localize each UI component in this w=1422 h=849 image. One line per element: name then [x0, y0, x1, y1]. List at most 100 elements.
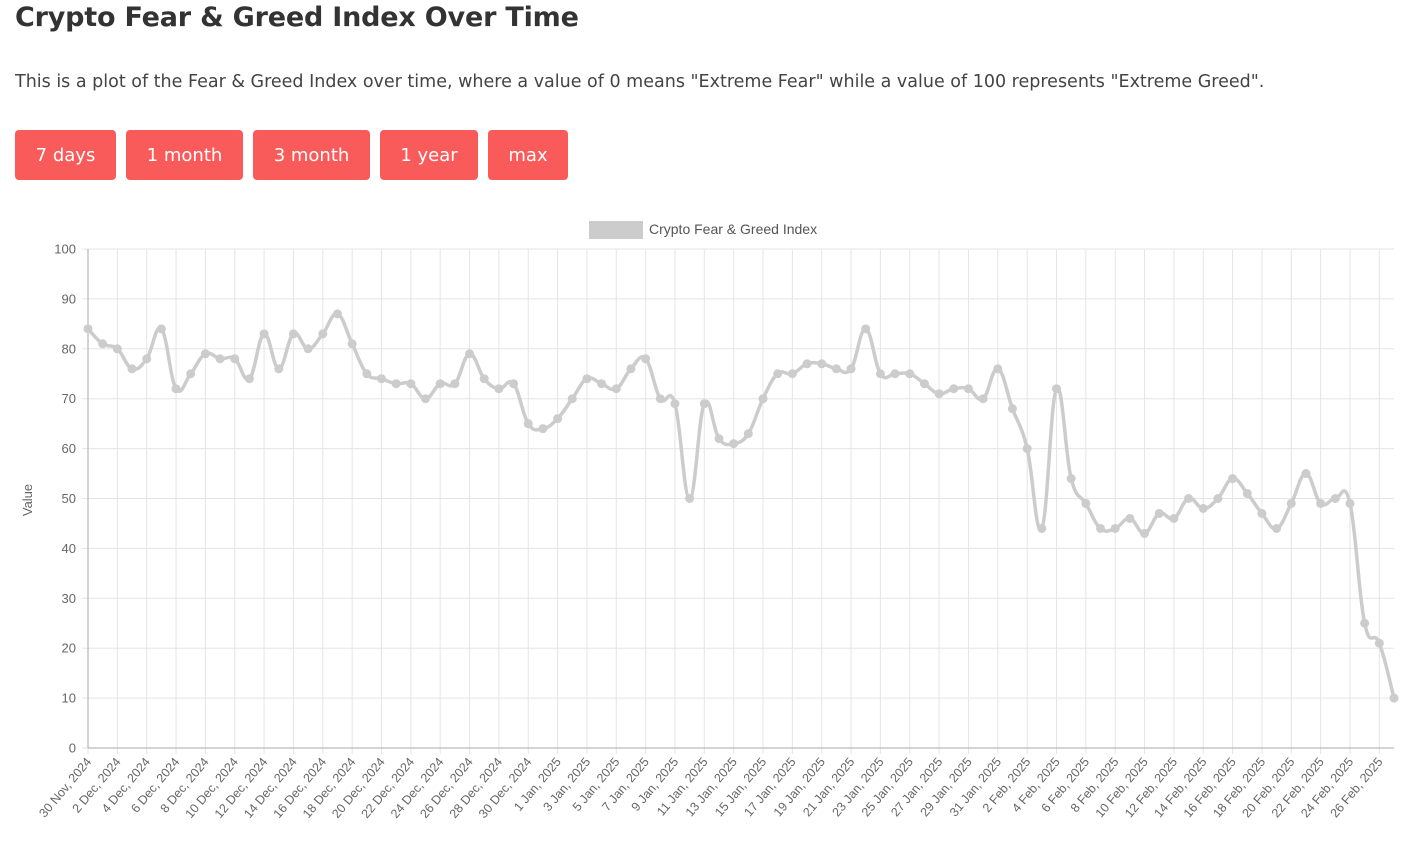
- range-button-7-days[interactable]: 7 days: [15, 130, 116, 180]
- range-button-1-year[interactable]: 1 year: [380, 130, 478, 180]
- data-point[interactable]: [670, 399, 680, 409]
- data-point[interactable]: [611, 384, 621, 394]
- data-point[interactable]: [919, 379, 929, 389]
- data-point[interactable]: [156, 324, 166, 334]
- data-point[interactable]: [465, 349, 475, 359]
- data-point[interactable]: [1066, 474, 1076, 484]
- data-point[interactable]: [655, 394, 665, 404]
- data-point[interactable]: [376, 374, 386, 384]
- data-point[interactable]: [1286, 498, 1296, 508]
- legend-swatch[interactable]: [589, 221, 643, 239]
- data-point[interactable]: [1169, 513, 1179, 523]
- data-point[interactable]: [1360, 618, 1370, 628]
- data-point[interactable]: [362, 369, 372, 379]
- data-point[interactable]: [1140, 528, 1150, 538]
- data-point[interactable]: [303, 344, 313, 354]
- data-point[interactable]: [171, 384, 181, 394]
- data-point[interactable]: [318, 329, 328, 339]
- data-point[interactable]: [215, 354, 225, 364]
- data-point[interactable]: [450, 379, 460, 389]
- data-point[interactable]: [509, 379, 519, 389]
- data-point[interactable]: [347, 339, 357, 349]
- data-point[interactable]: [186, 369, 196, 379]
- data-point[interactable]: [142, 354, 152, 364]
- data-point[interactable]: [1374, 638, 1384, 648]
- data-point[interactable]: [1330, 494, 1340, 503]
- data-point[interactable]: [1096, 523, 1106, 533]
- data-point[interactable]: [523, 419, 533, 429]
- data-point[interactable]: [597, 379, 607, 389]
- data-point[interactable]: [567, 394, 577, 404]
- data-point[interactable]: [259, 329, 269, 339]
- y-tick-label: 20: [62, 641, 76, 656]
- data-point[interactable]: [875, 369, 885, 379]
- data-point[interactable]: [1198, 503, 1208, 513]
- data-point[interactable]: [288, 329, 298, 339]
- data-point[interactable]: [127, 364, 137, 374]
- data-point[interactable]: [1051, 384, 1061, 394]
- data-point[interactable]: [1184, 494, 1194, 503]
- data-point[interactable]: [1272, 523, 1282, 533]
- data-point[interactable]: [1110, 523, 1120, 533]
- data-point[interactable]: [831, 364, 841, 374]
- data-point[interactable]: [1081, 498, 1091, 508]
- data-point[interactable]: [230, 354, 240, 364]
- chart-legend[interactable]: Crypto Fear & Greed Index: [589, 221, 817, 239]
- data-point[interactable]: [773, 369, 783, 379]
- data-point[interactable]: [1316, 498, 1326, 508]
- data-point[interactable]: [200, 349, 210, 359]
- data-point[interactable]: [538, 424, 548, 434]
- data-point[interactable]: [729, 439, 739, 449]
- data-point[interactable]: [685, 494, 695, 503]
- data-point[interactable]: [861, 324, 871, 334]
- data-point[interactable]: [406, 379, 416, 389]
- data-point[interactable]: [787, 369, 797, 379]
- data-point[interactable]: [817, 359, 827, 369]
- data-point[interactable]: [978, 394, 988, 404]
- data-point[interactable]: [391, 379, 401, 389]
- data-point[interactable]: [1007, 404, 1017, 414]
- data-point[interactable]: [1301, 469, 1311, 479]
- range-button-1-month[interactable]: 1 month: [126, 130, 243, 180]
- range-button-max[interactable]: max: [488, 130, 568, 180]
- data-point[interactable]: [890, 369, 900, 379]
- data-point[interactable]: [802, 359, 812, 369]
- data-point[interactable]: [1389, 693, 1399, 703]
- y-tick-label: 10: [62, 691, 76, 706]
- data-point[interactable]: [758, 394, 768, 404]
- legend-label[interactable]: Crypto Fear & Greed Index: [649, 221, 817, 237]
- data-point[interactable]: [1022, 444, 1032, 454]
- data-point[interactable]: [714, 434, 724, 444]
- data-point[interactable]: [743, 429, 753, 439]
- data-point[interactable]: [83, 324, 93, 334]
- data-point[interactable]: [1213, 494, 1223, 503]
- data-point[interactable]: [553, 414, 563, 424]
- data-point[interactable]: [626, 364, 636, 374]
- data-point[interactable]: [1228, 474, 1238, 484]
- data-point[interactable]: [582, 374, 592, 384]
- data-point[interactable]: [963, 384, 973, 394]
- data-point[interactable]: [274, 364, 284, 374]
- data-point[interactable]: [112, 344, 122, 354]
- data-point[interactable]: [1037, 523, 1047, 533]
- data-point[interactable]: [332, 309, 342, 319]
- data-point[interactable]: [949, 384, 959, 394]
- data-point[interactable]: [934, 389, 944, 399]
- data-point[interactable]: [435, 379, 445, 389]
- data-point[interactable]: [479, 374, 489, 384]
- data-point[interactable]: [641, 354, 651, 364]
- data-point[interactable]: [1125, 513, 1135, 523]
- data-point[interactable]: [1257, 508, 1267, 518]
- range-button-3-month[interactable]: 3 month: [253, 130, 370, 180]
- data-point[interactable]: [98, 339, 108, 349]
- data-point[interactable]: [244, 374, 254, 384]
- data-point[interactable]: [1154, 508, 1164, 518]
- data-point[interactable]: [421, 394, 431, 404]
- data-point[interactable]: [494, 384, 504, 394]
- data-point[interactable]: [846, 364, 856, 374]
- data-point[interactable]: [1345, 498, 1355, 508]
- data-point[interactable]: [905, 369, 915, 379]
- data-point[interactable]: [699, 399, 709, 409]
- data-point[interactable]: [1242, 489, 1252, 499]
- data-point[interactable]: [993, 364, 1003, 374]
